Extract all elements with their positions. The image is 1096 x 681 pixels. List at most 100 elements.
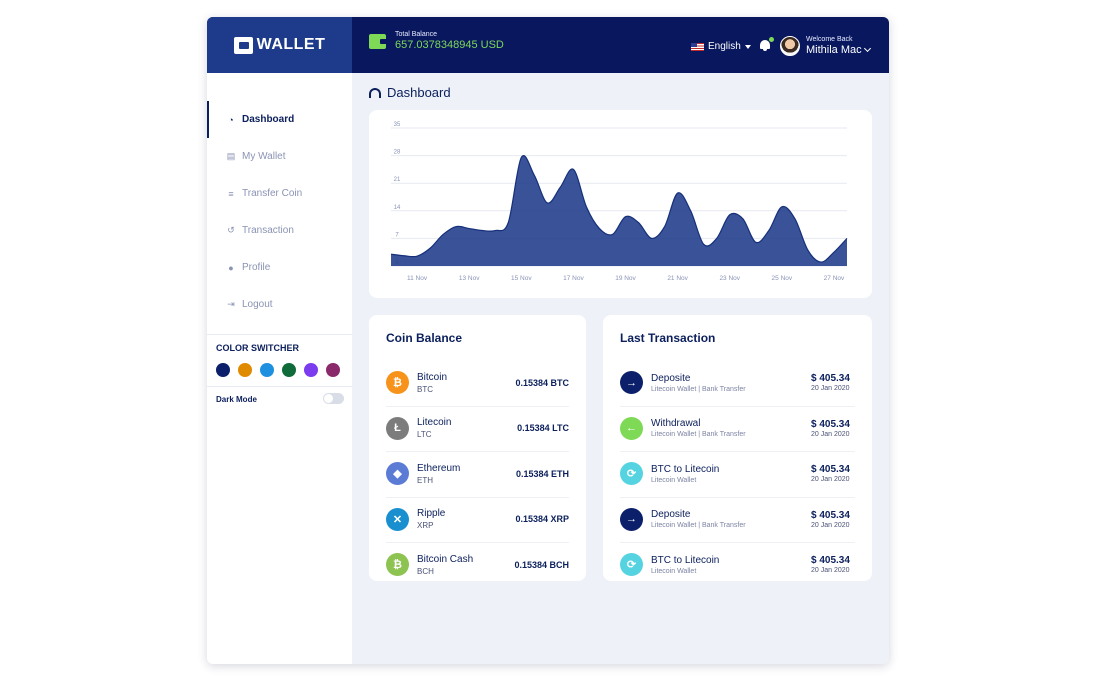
row-divider [386,405,569,407]
sidebar-item-label: Transaction [242,225,294,236]
x-tick-label: 25 Nov [772,275,793,282]
sidebar-item-my-wallet[interactable]: ▤ My Wallet [207,138,352,175]
history-icon: ↺ [227,225,235,235]
color-swatch[interactable] [216,363,230,377]
notification-dot [769,37,774,42]
coin-row[interactable]: Ł Litecoin LTC 0.15384 LTC [386,406,569,451]
transaction-type-icon: ← [620,416,643,440]
transaction-type: Deposite [651,509,691,520]
logout-icon: ⇥ [227,299,235,309]
btc-coin-icon: ₿ [386,371,409,394]
series-line [390,155,848,263]
sidebar-item-profile[interactable]: ● Profile [207,249,352,286]
transaction-date: 20 Jan 2020 [811,521,850,529]
sidebar-item-label: Dashboard [242,114,295,125]
wallet-logo-icon [233,36,253,54]
sidebar-item-label: Profile [242,262,271,273]
sidebar-item-transfer-coin[interactable]: ≡ Transfer Coin [207,175,352,212]
balance-label: Total Balance [395,31,438,38]
brand-name: WALLET [256,36,326,53]
transaction-row[interactable]: → Deposite Litecoin Wallet | Bank Transf… [620,497,855,542]
transaction-detail: Litecoin Wallet [651,476,697,484]
bch-coin-icon: ₿ [386,553,409,576]
sidebar-divider [207,386,352,387]
user-name: Mithila Mac [806,44,862,56]
sidebar: ◔ Dashboard ▤ My Wallet ≡ Transfer Coin … [207,73,352,664]
y-tick-label: 7 [395,232,399,238]
transaction-row[interactable]: ← Withdrawal Litecoin Wallet | Bank Tran… [620,406,855,451]
transaction-detail: Litecoin Wallet | Bank Transfer [651,385,746,393]
transaction-date: 20 Jan 2020 [811,567,850,574]
sidebar-item-label: Transfer Coin [242,188,303,199]
transaction-row[interactable]: → Deposite Litecoin Wallet | Bank Transf… [620,360,855,405]
dark-mode-toggle[interactable] [323,393,344,404]
transaction-detail: Litecoin Wallet | Bank Transfer [651,522,746,529]
sidebar-item-label: Logout [242,299,273,310]
coin-amount: 0.15384 BTC [515,377,569,388]
sidebar-item-logout[interactable]: ⇥ Logout [207,286,352,323]
sidebar-item-label: My Wallet [242,151,286,162]
coin-symbol: XRP [417,521,434,530]
wallet-icon [369,33,387,49]
transaction-date: 20 Jan 2020 [811,476,850,483]
coin-name: Litecoin [417,417,452,428]
coin-amount: 0.15384 XRP [515,514,569,524]
us-flag-icon [691,42,704,51]
language-selector[interactable]: English [691,41,751,52]
total-balance: Total Balance 657.0378348945 USD [369,31,504,51]
color-swatch[interactable] [238,363,252,377]
coin-row[interactable]: ₿ Bitcoin Cash BCH 0.15384 BCH [386,542,569,587]
x-tick-label: 27 Nov [824,275,845,282]
transaction-type-icon: ⟳ [620,462,643,485]
color-swatch[interactable] [260,363,274,377]
transaction-type: Withdrawal [651,418,701,429]
color-swatch[interactable] [304,363,318,377]
wallet-icon: ▤ [226,151,236,161]
sidebar-item-dashboard[interactable]: ◔ Dashboard [207,101,352,138]
row-divider [620,496,855,498]
row-divider [620,542,855,543]
sidebar-item-transaction[interactable]: ↺ Transaction [207,212,352,249]
x-tick-label: 17 Nov [563,275,584,282]
app-window: WALLET Total Balance 657.0378348945 USD … [207,17,889,664]
coin-name: Ripple [417,508,446,519]
top-header: WALLET Total Balance 657.0378348945 USD … [207,17,889,73]
coin-amount: 0.15384 BCH [514,559,569,570]
transaction-amount: $ 405.34 [811,555,850,566]
coin-row[interactable]: ◆ Ethereum ETH 0.15384 ETH [386,451,569,496]
transaction-type: BTC to Litecoin [651,463,720,475]
transaction-detail: Litecoin Wallet | Bank Transfer [651,431,746,438]
language-label: English [708,41,741,52]
coin-name: Bitcoin Cash [417,553,474,565]
y-tick-label: 21 [394,177,401,183]
user-menu[interactable]: Welcome Back Mithila Mac [780,36,871,56]
notification-bell-icon[interactable] [759,37,774,52]
gauge-icon: ◔ [228,114,234,125]
color-swatch[interactable] [326,363,340,377]
transaction-type-icon: ⟳ [620,553,643,576]
coin-amount: 0.15384 ETH [515,468,569,479]
ltc-coin-icon: Ł [386,416,409,440]
row-divider [620,451,855,452]
coin-symbol: ETH [417,475,433,485]
transaction-amount: $ 405.34 [811,464,850,475]
brand-logo[interactable]: WALLET [207,17,352,73]
x-tick-label: 15 Nov [511,275,532,282]
xrp-coin-icon: ✕ [386,507,409,531]
transaction-amount: $ 405.34 [811,418,850,430]
sidebar-divider [207,334,352,335]
transaction-row[interactable]: ⟳ BTC to Litecoin Litecoin Wallet $ 405.… [620,542,855,587]
x-tick-label: 21 Nov [667,275,688,282]
transaction-amount: $ 405.34 [811,373,850,384]
coin-row[interactable]: ✕ Ripple XRP 0.15384 XRP [386,497,569,542]
row-divider [386,542,569,543]
transaction-row[interactable]: ⟳ BTC to Litecoin Litecoin Wallet $ 405.… [620,451,855,496]
x-tick-label: 19 Nov [615,275,636,282]
coin-row[interactable]: ₿ Bitcoin BTC 0.15384 BTC [386,360,569,405]
transaction-type: BTC to Litecoin [651,554,720,566]
y-tick-label: 35 [394,122,401,128]
color-swatch[interactable] [282,363,296,377]
color-switcher-title: COLOR SWITCHER [216,343,299,353]
transaction-date: 20 Jan 2020 [811,430,850,438]
